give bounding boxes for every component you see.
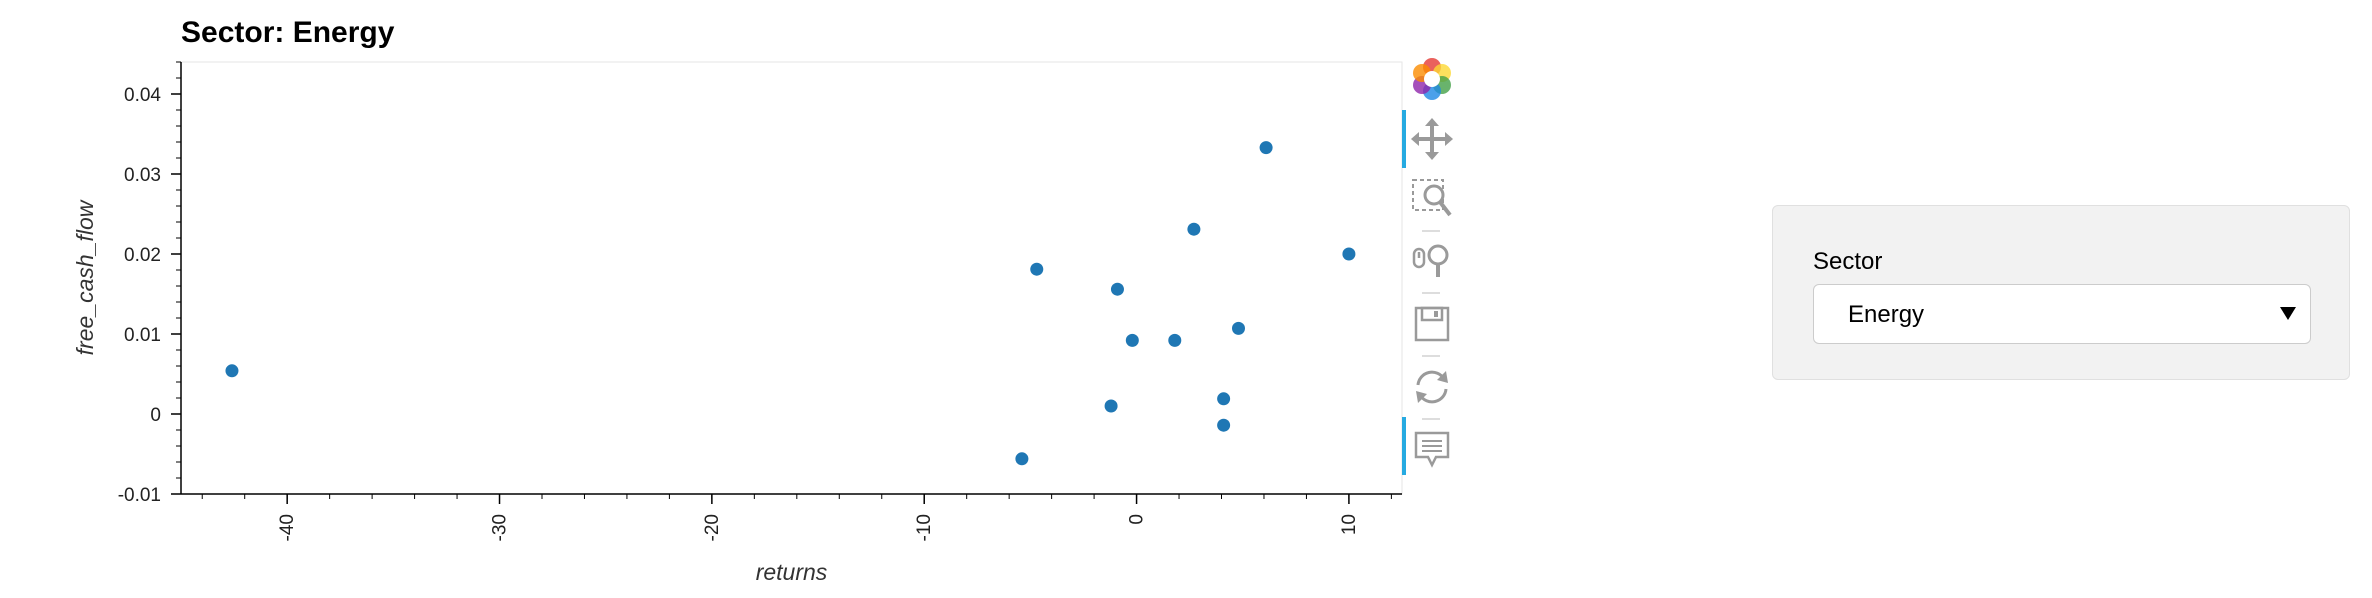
- y-tick-label: 0.04: [124, 85, 161, 106]
- save-icon[interactable]: [1408, 300, 1456, 348]
- scatter-point[interactable]: [1259, 141, 1273, 155]
- sector-select-label: Sector: [1813, 248, 1883, 275]
- toolbar-separator: [1422, 418, 1440, 420]
- y-tick-label: 0.03: [124, 165, 161, 186]
- scatter-point[interactable]: [1125, 333, 1139, 347]
- widget-panel: Sector Energy: [1772, 205, 2350, 380]
- box-zoom-icon[interactable]: [1408, 175, 1456, 223]
- y-tick-label: 0: [150, 405, 161, 426]
- sector-select-value: Energy: [1848, 301, 1925, 328]
- x-tick-label: -40: [277, 514, 298, 541]
- scatter-point[interactable]: [225, 364, 239, 378]
- scatter-point[interactable]: [1187, 222, 1201, 236]
- scatter-point[interactable]: [1217, 392, 1231, 406]
- scatter-point[interactable]: [1342, 247, 1356, 261]
- plot-area: Sector: Energy -0.01 0 0.01 0.02 0.03 0.04 -4…: [0, 0, 1460, 598]
- scatter-chart[interactable]: Sector: Energy -0.01 0 0.01 0.02 0.03 0.04 -4…: [0, 0, 1460, 598]
- y-tick-label: 0.02: [124, 245, 161, 266]
- x-tick-label: 0: [1127, 514, 1148, 525]
- x-tick-label: -10: [914, 514, 935, 541]
- scatter-point[interactable]: [1110, 282, 1124, 296]
- x-axis-label: returns: [756, 559, 828, 585]
- scatter-point[interactable]: [1231, 321, 1245, 335]
- hover-active-indicator: [1402, 417, 1406, 475]
- toolbar-separator: [1422, 230, 1440, 232]
- pan-active-indicator: [1402, 110, 1406, 168]
- scatter-point[interactable]: [1015, 452, 1029, 466]
- wheel-zoom-icon[interactable]: [1408, 237, 1456, 285]
- toolbar-separator: [1422, 292, 1440, 294]
- x-tick-label: -20: [702, 514, 723, 541]
- hover-icon[interactable]: [1408, 425, 1456, 473]
- reset-icon[interactable]: [1408, 363, 1456, 411]
- y-tick-label: 0.01: [124, 325, 161, 346]
- scatter-point[interactable]: [1030, 262, 1044, 276]
- scatter-point[interactable]: [1217, 418, 1231, 432]
- scatter-points: [225, 141, 1356, 466]
- chevron-down-icon[interactable]: [2280, 307, 2296, 320]
- y-axis: -0.01 0 0.01 0.02 0.03 0.04: [118, 61, 182, 506]
- scatter-point[interactable]: [1168, 333, 1182, 347]
- x-axis: -40 -30 -20 -10 0 10: [181, 493, 1402, 541]
- sector-select[interactable]: Energy: [1813, 284, 2311, 344]
- chart-title: Sector: Energy: [181, 16, 395, 49]
- chart-toolbar: [1400, 55, 1460, 475]
- y-tick-label: -0.01: [118, 485, 161, 506]
- y-axis-label: free_cash_flow: [72, 199, 98, 355]
- x-tick-label: -30: [490, 514, 511, 541]
- x-tick-label: 10: [1339, 514, 1360, 535]
- scatter-point[interactable]: [1104, 399, 1118, 413]
- bokeh-logo-icon[interactable]: [1408, 55, 1456, 103]
- toolbar-separator: [1422, 355, 1440, 357]
- pan-icon[interactable]: [1408, 115, 1456, 163]
